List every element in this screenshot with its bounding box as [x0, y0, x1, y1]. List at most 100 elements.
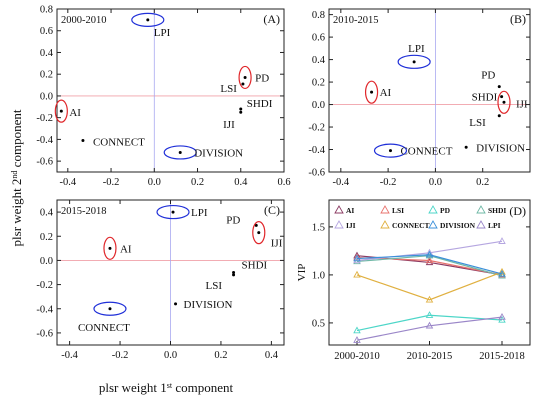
series-marker-iji — [353, 256, 361, 264]
legend-marker-connect — [380, 220, 390, 229]
highlight-ellipse-blue — [373, 143, 408, 158]
point-label: DIVISION — [184, 299, 233, 311]
x-tick-label: 0.0 — [429, 177, 442, 188]
point-label: AI — [69, 107, 81, 119]
series-marker-lsi — [425, 256, 434, 264]
point-label: LPI — [154, 27, 171, 39]
y-tick-label: 0.2 — [40, 232, 53, 243]
y-tick-label: -0.2 — [308, 123, 325, 134]
legend-marker-lpi — [476, 220, 486, 229]
x-tick-label: 0.0 — [148, 177, 161, 188]
x-tick-label: 0.6 — [277, 177, 290, 188]
y-tick-label: -0.6 — [308, 168, 325, 179]
highlight-ellipse-blue — [93, 301, 127, 316]
point-label: AI — [120, 243, 132, 255]
y-tick-label: 0.4 — [312, 55, 326, 66]
series-line-connect — [356, 271, 503, 301]
series-marker-pd — [353, 326, 361, 334]
y-tick-label: 0.0 — [312, 100, 325, 111]
point-shdi — [500, 95, 504, 99]
x-tick-label: -0.4 — [61, 350, 78, 361]
period-label: 2010-2015 — [333, 15, 379, 26]
point-connect — [108, 307, 112, 311]
point-label: IJI — [223, 119, 235, 131]
legend-label-lpi: LPI — [488, 221, 501, 230]
legend-label-shdi: SHDI — [488, 206, 506, 215]
point-label: DIVISION — [476, 142, 525, 154]
point-label: LSI — [220, 83, 237, 95]
point-label: SHDI — [472, 92, 498, 104]
point-lsi — [241, 82, 245, 86]
point-label: SHDI — [247, 98, 273, 110]
point-label: CONNECT — [400, 146, 452, 158]
point-label: CONNECT — [78, 322, 130, 334]
series-marker-lpi — [498, 313, 506, 320]
y-tick-label: 0.4 — [40, 208, 54, 219]
x-tick-label: -0.2 — [103, 177, 120, 188]
highlight-ellipse-blue — [156, 204, 190, 220]
point-lpi — [412, 60, 416, 64]
point-connect — [81, 138, 85, 142]
panel-label: (C) — [264, 203, 280, 217]
point-label: IJI — [516, 98, 528, 110]
point-pd — [497, 85, 501, 89]
x-tick-label: 0.2 — [191, 177, 204, 188]
point-label: LPI — [191, 207, 208, 219]
point-pd — [243, 75, 247, 79]
point-lpi — [146, 18, 150, 22]
x-tick-label: -0.2 — [380, 177, 397, 188]
point-iji — [257, 231, 261, 235]
y-tick-label: -0.2 — [36, 280, 53, 291]
y-axis-label: VIP — [296, 264, 308, 282]
series-marker-lsi — [353, 253, 361, 261]
y-tick-label: -0.2 — [36, 113, 53, 124]
x-tick-label: 0.2 — [476, 177, 489, 188]
y-tick-label: 0.2 — [40, 70, 53, 81]
series-marker-connect — [425, 295, 434, 303]
x-tick-label: 0.4 — [234, 177, 248, 188]
point-label: PD — [481, 70, 495, 82]
point-ai — [59, 109, 63, 113]
series-marker-lpi — [425, 321, 434, 329]
series-marker-ai — [425, 258, 434, 266]
legend-marker-iji — [334, 220, 344, 229]
plot-frame — [56, 8, 285, 173]
point-ai — [370, 90, 374, 94]
y-tick-label: 0.2 — [312, 78, 325, 89]
point-ai — [108, 246, 112, 250]
series-marker-division — [498, 269, 506, 277]
x-tick-label: -0.4 — [59, 177, 76, 188]
point-division — [464, 145, 468, 149]
y-tick-label: -0.4 — [36, 135, 53, 146]
series-line-shdi — [356, 255, 503, 277]
point-pd — [254, 223, 258, 227]
series-marker-pd — [425, 311, 434, 318]
series-marker-division — [353, 254, 361, 262]
highlight-ellipse-red — [364, 80, 379, 104]
y-tick-label: 0.6 — [40, 26, 53, 37]
x-tick-label: 2000-2010 — [334, 351, 380, 362]
legend-label-pd: PD — [440, 206, 451, 215]
highlight-ellipse-red — [238, 65, 252, 90]
y-tick-label: 0.8 — [40, 5, 53, 16]
highlight-ellipse-red — [497, 90, 511, 114]
panel-label: (B) — [510, 12, 526, 26]
highlight-ellipse-red — [54, 99, 68, 123]
point-label: SHDI — [242, 260, 268, 272]
shared-xlabel: plsr weight 1st component — [99, 380, 234, 395]
point-label: LSI — [469, 117, 486, 129]
point-shdi — [232, 271, 236, 274]
point-division — [174, 302, 178, 306]
point-label: AI — [380, 87, 392, 99]
x-tick-label: -0.4 — [333, 177, 350, 188]
series-marker-connect — [353, 270, 361, 278]
series-marker-lpi — [353, 336, 361, 343]
x-tick-label: 0.0 — [164, 350, 177, 361]
panel-a: -0.4 -0.2 0.0 0.2 0.4 0.6 -0.6 -0.4 -0.2 0.0 0.2 0.… — [36, 5, 290, 189]
y-tick-label: 1.5 — [312, 222, 325, 233]
y-tick-label: -0.6 — [36, 157, 53, 168]
highlight-ellipse-blue — [397, 54, 431, 69]
point-label: DIVISION — [194, 147, 243, 159]
y-tick-label: 0.6 — [312, 33, 325, 44]
series-line-iji — [356, 240, 503, 262]
